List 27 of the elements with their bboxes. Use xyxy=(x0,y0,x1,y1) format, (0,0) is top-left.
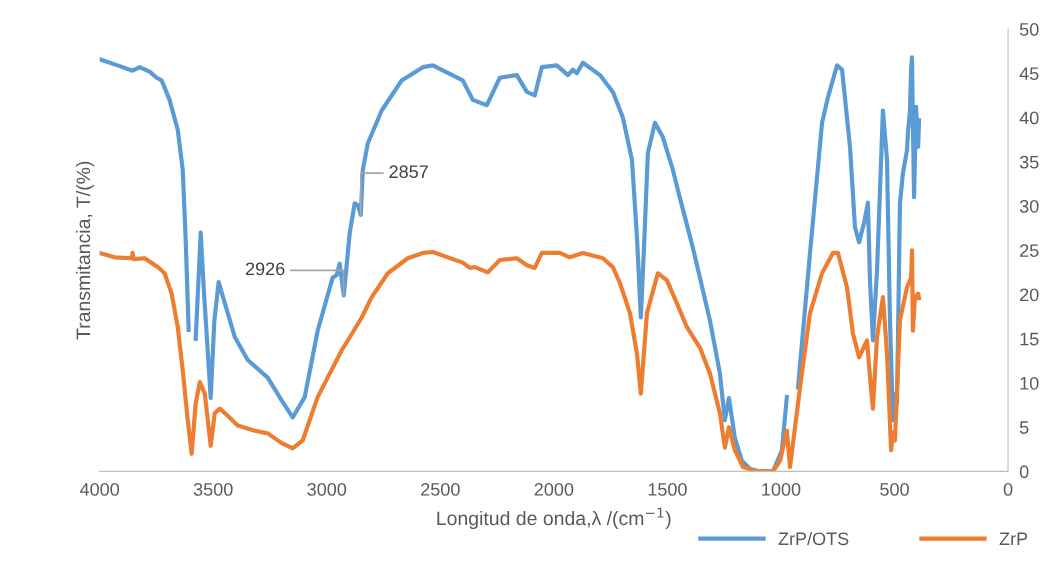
x-tick-label: 1000 xyxy=(762,483,801,496)
y-tick-label: 40 xyxy=(1019,111,1039,125)
y-tick-label: 0 xyxy=(1019,465,1029,479)
y-tick-label: 20 xyxy=(1020,288,1039,302)
line-series xyxy=(99,248,922,472)
annotation: 2857 xyxy=(389,165,428,179)
x-tick-label: 2000 xyxy=(534,483,574,496)
x-tick-label: 500 xyxy=(880,483,909,496)
x-tick-label: 1500 xyxy=(648,483,687,496)
x-tick-label: 2500 xyxy=(421,483,460,496)
y-tick-label: 25 xyxy=(1020,244,1039,257)
x-tick-label: 3000 xyxy=(307,483,347,496)
y-tick-label: 15 xyxy=(1020,332,1039,346)
y-tick-label: 45 xyxy=(1019,67,1039,81)
y-axis-title: Transmitancia, T/(%) xyxy=(75,161,95,340)
y-tick-label: 10 xyxy=(1020,376,1039,390)
y-tick-label: 30 xyxy=(1019,199,1039,213)
legend-label: ZrP/OTS xyxy=(778,531,849,546)
x-axis-title: Longitud de onda,λ /(cm$^{−1}$) xyxy=(437,507,671,530)
y-tick-label: 35 xyxy=(1019,155,1039,169)
y-tick-label: 5 xyxy=(1019,421,1029,434)
y-tick-label: 50 xyxy=(1019,23,1039,36)
x-tick-label: 0 xyxy=(1003,483,1013,496)
legend-label: ZrP xyxy=(999,532,1028,545)
x-tick-label: 4000 xyxy=(79,483,120,496)
x-tick-label: 3500 xyxy=(193,483,233,496)
annotation: 2926 xyxy=(245,262,285,276)
